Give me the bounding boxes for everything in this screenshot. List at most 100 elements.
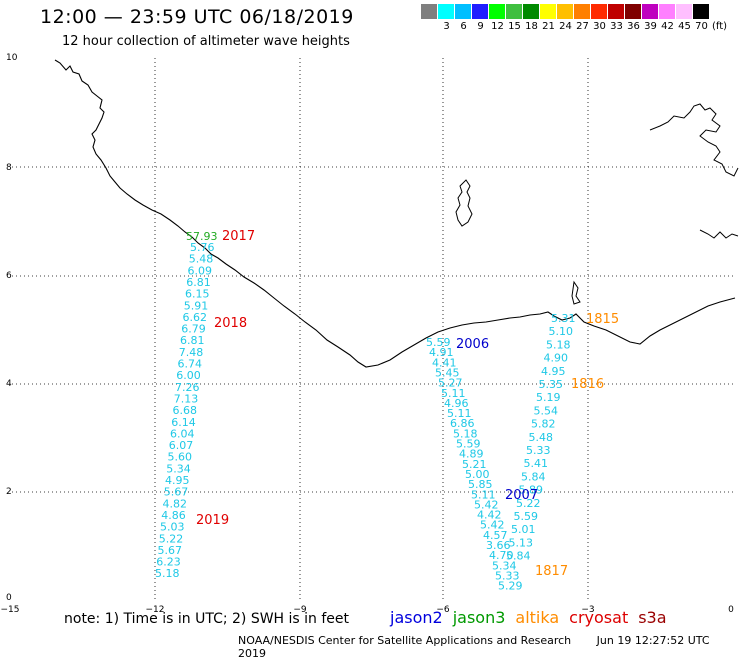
wave-value-label: 6.15 [185, 288, 210, 301]
wave-value-label: 4.95 [165, 474, 190, 487]
legend-label-6: 18 [525, 21, 538, 32]
island [571, 280, 581, 305]
wave-value-label: 5.41 [524, 457, 549, 470]
wave-value-label: 5.35 [539, 378, 564, 391]
wave-value-label: 5.18 [453, 427, 478, 440]
footnote: note: 1) Time is in UTC; 2) SWH is in fe… [64, 611, 350, 627]
legend-swatch-12 [625, 4, 642, 19]
satellite-altika: altika [515, 608, 560, 627]
legend-swatch-13 [642, 4, 659, 19]
wave-value-label: 5.45 [435, 366, 460, 379]
wave-value-label: 5.18 [155, 567, 180, 580]
wave-value-label: 5.10 [549, 325, 574, 338]
wave-value-label: 6.74 [178, 358, 203, 371]
axis-ticks: −15 −12 −9 −6 −3 0 0 2 4 6 8 10 [1, 53, 735, 615]
wave-value-label: 5.31 [551, 312, 576, 325]
legend-label-10: 30 [593, 21, 606, 32]
wave-value-label: 4.91 [429, 346, 454, 359]
wave-value-label: 3.66 [486, 539, 511, 552]
legend-swatch-1 [438, 4, 455, 19]
wave-value-label: 5.67 [158, 544, 183, 557]
wave-value-label: 57.93 [186, 230, 218, 243]
wave-value-label: 5.89 [519, 484, 544, 497]
wave-value-label: 4.90 [544, 352, 569, 365]
wave-value-label: 5.22 [159, 532, 184, 545]
legend-label-15: 45 [678, 21, 691, 32]
wave-value-label: 4.89 [459, 448, 484, 461]
wave-value-label: 4.96 [444, 397, 469, 410]
wave-value-label: 5.48 [529, 431, 554, 444]
wave-value-label: 5.27 [438, 377, 463, 390]
wave-value-label: 5.33 [526, 444, 551, 457]
legend-label-3: 9 [477, 21, 484, 32]
wave-value-label: 7.48 [179, 346, 204, 359]
legend-swatch-11 [608, 4, 625, 19]
wave-value-label: 5.59 [456, 438, 481, 451]
y-tick-label: 10 [6, 53, 18, 63]
wave-value-label: 5.85 [468, 478, 493, 491]
wave-value-label: 5.03 [160, 521, 185, 534]
credit-text: NOAA/NESDIS Center for Satellite Applica… [238, 634, 572, 647]
wave-value-label: 5.34 [492, 559, 517, 572]
legend-label-12: 36 [627, 21, 640, 32]
legend-label-13: 39 [644, 21, 657, 32]
pass-time-label: 1816 [571, 377, 604, 392]
wave-value-label: 5.84 [506, 550, 531, 563]
wave-value-label: 6.81 [180, 334, 205, 347]
wave-value-label: 5.48 [189, 253, 214, 266]
wave-value-label: 4.95 [541, 365, 566, 378]
wave-value-label: 5.34 [166, 462, 191, 475]
y-tick-label: 2 [6, 487, 12, 497]
wave-value-label: 6.68 [173, 404, 198, 417]
wave-value-label: 5.67 [164, 486, 189, 499]
wave-value-label: 5.82 [531, 418, 556, 431]
wave-value-label: 4.42 [477, 509, 502, 522]
wave-value-label: 5.42 [480, 519, 505, 532]
legend-label-1: 3 [443, 21, 450, 32]
wave-value-label: 6.81 [186, 276, 211, 289]
wave-value-label: 5.01 [511, 523, 536, 536]
y-tick-label: 4 [6, 379, 12, 389]
x-tick-label: −15 [1, 605, 20, 615]
legend-swatch-9 [574, 4, 591, 19]
legend-label-9: 27 [576, 21, 589, 32]
wave-value-label: 5.19 [536, 391, 561, 404]
legend-swatch-5 [506, 4, 523, 19]
satellite-jason2: jason2 [390, 608, 443, 627]
legend-swatch-14 [659, 4, 676, 19]
wave-value-label: 5.00 [465, 468, 490, 481]
wave-value-label: 5.59 [426, 336, 451, 349]
wave-value-label: 6.04 [170, 427, 195, 440]
legend-label-16: 70 [695, 21, 708, 32]
legend-label-5: 15 [508, 21, 521, 32]
wave-value-label: 5.21 [462, 458, 487, 471]
legend-swatch-15 [676, 4, 693, 19]
pass-time-label: 2018 [214, 316, 247, 331]
wave-value-label: 5.11 [471, 488, 496, 501]
y-tick-label: 6 [6, 271, 12, 281]
x-tick-label: 0 [728, 605, 734, 615]
pass-time-label: 2017 [222, 229, 255, 244]
legend-label-2: 6 [460, 21, 467, 32]
wave-labels: 57.935.765.486.096.816.155.916.626.796.8… [155, 229, 619, 593]
legend-swatch-10 [591, 4, 608, 19]
x-tick-label: −12 [146, 605, 165, 615]
legend-label-14: 42 [661, 21, 674, 32]
satellite-jason3: jason3 [452, 608, 506, 627]
satellite-legend: jason2 jason3 altika cryosat s3a [390, 608, 667, 627]
coastline-northeast [649, 103, 739, 177]
legend-label-11: 33 [610, 21, 623, 32]
wave-value-label: 5.84 [521, 470, 546, 483]
y-tick-label: 8 [6, 163, 12, 173]
wave-value-label: 6.14 [171, 416, 196, 429]
legend-unit: (ft) [712, 21, 728, 32]
wave-value-label: 4.86 [161, 509, 186, 522]
wave-value-label: 6.23 [156, 556, 181, 569]
wave-value-label: 5.59 [514, 510, 539, 523]
wave-value-label: 7.26 [175, 381, 200, 394]
coastline-east [699, 229, 739, 239]
map-subtitle: 12 hour collection of altimeter wave hei… [62, 34, 350, 49]
wave-value-label: 6.62 [183, 311, 208, 324]
wave-value-label: 5.42 [474, 498, 499, 511]
